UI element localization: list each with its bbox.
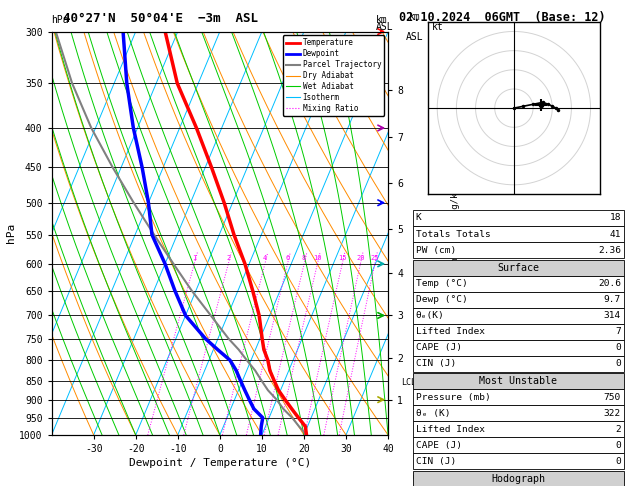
Legend: Temperature, Dewpoint, Parcel Trajectory, Dry Adiabat, Wet Adiabat, Isotherm, Mi: Temperature, Dewpoint, Parcel Trajectory… (282, 35, 384, 116)
Text: ASL: ASL (376, 22, 394, 32)
Y-axis label: hPa: hPa (6, 223, 16, 243)
Text: Dewp (°C): Dewp (°C) (416, 295, 467, 304)
Text: 15: 15 (338, 255, 347, 260)
Text: hPa: hPa (52, 15, 69, 25)
Text: θₑ (K): θₑ (K) (416, 409, 450, 418)
Text: 0: 0 (615, 359, 621, 368)
Text: K: K (416, 213, 421, 223)
Text: 40°27'N  50°04'E  −3m  ASL: 40°27'N 50°04'E −3m ASL (63, 12, 258, 25)
Text: Totals Totals: Totals Totals (416, 229, 491, 239)
Text: ASL: ASL (406, 32, 424, 42)
Text: θₑ(K): θₑ(K) (416, 311, 445, 320)
Text: 41: 41 (610, 229, 621, 239)
Text: 2.36: 2.36 (598, 245, 621, 255)
Text: Lifted Index: Lifted Index (416, 425, 485, 434)
Text: 8: 8 (302, 255, 306, 260)
Text: 20: 20 (356, 255, 364, 260)
Text: Hodograph: Hodograph (491, 474, 545, 484)
Text: CAPE (J): CAPE (J) (416, 441, 462, 450)
Text: LCL: LCL (401, 378, 416, 387)
Text: Surface: Surface (498, 262, 539, 273)
Text: 322: 322 (604, 409, 621, 418)
Text: © weatheronline.co.uk: © weatheronline.co.uk (413, 473, 526, 482)
Text: Temp (°C): Temp (°C) (416, 279, 467, 288)
Text: km: km (409, 12, 421, 21)
Text: 2: 2 (226, 255, 230, 260)
Text: 750: 750 (604, 393, 621, 402)
Text: 10: 10 (313, 255, 321, 260)
Text: 02.10.2024  06GMT  (Base: 12): 02.10.2024 06GMT (Base: 12) (399, 11, 606, 24)
Text: 1: 1 (192, 255, 196, 260)
Text: Pressure (mb): Pressure (mb) (416, 393, 491, 402)
Text: 0: 0 (615, 441, 621, 450)
Text: CIN (J): CIN (J) (416, 359, 456, 368)
Text: 4: 4 (262, 255, 267, 260)
Text: 7: 7 (615, 327, 621, 336)
Text: 9.7: 9.7 (604, 295, 621, 304)
Text: kt: kt (431, 21, 443, 32)
Text: Lifted Index: Lifted Index (416, 327, 485, 336)
Text: 20.6: 20.6 (598, 279, 621, 288)
Text: 25: 25 (370, 255, 379, 260)
Text: km: km (376, 15, 388, 25)
Text: 0: 0 (615, 457, 621, 466)
Text: 2: 2 (615, 425, 621, 434)
Text: Mixing Ratio (g/kg): Mixing Ratio (g/kg) (451, 182, 460, 284)
Text: Most Unstable: Most Unstable (479, 376, 557, 386)
Text: 0: 0 (615, 343, 621, 352)
Text: CAPE (J): CAPE (J) (416, 343, 462, 352)
Text: 6: 6 (285, 255, 289, 260)
Text: 314: 314 (604, 311, 621, 320)
Text: PW (cm): PW (cm) (416, 245, 456, 255)
X-axis label: Dewpoint / Temperature (°C): Dewpoint / Temperature (°C) (129, 458, 311, 468)
Text: 18: 18 (610, 213, 621, 223)
Text: CIN (J): CIN (J) (416, 457, 456, 466)
